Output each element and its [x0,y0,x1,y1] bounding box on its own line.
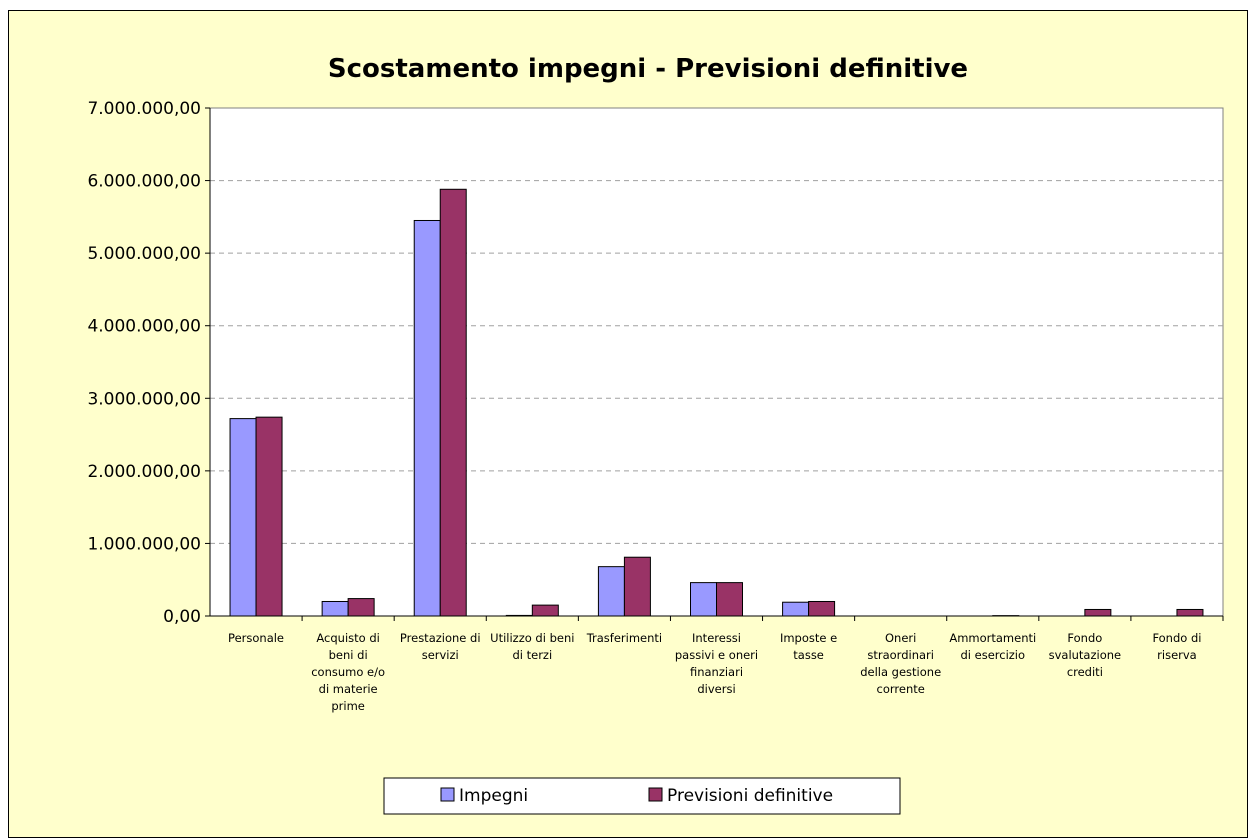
x-tick-label: Interessi passivi e oneri finanziari divers… [675,631,758,696]
bar-previsioni-definitive [439,188,467,617]
bar-impegni [413,219,441,617]
y-tick-label: 3.000.000,00 [87,389,201,409]
bar-previsioni-definitive [1176,608,1204,617]
bar-previsioni-definitive [623,556,651,617]
x-tick-label: Utilizzo di beni di terzi [490,631,574,662]
legend-label: Previsioni definitive [667,786,833,806]
bar-previsioni-definitive [255,416,283,617]
x-axis-ticks: Personale Acquisto di beni di consumo e/o di… [228,616,1224,713]
chart-title: Scostamento impegni - Previsioni definit… [328,54,968,84]
bar-previsioni-definitive [531,604,559,617]
legend: Impegni Previsioni definitive [383,777,901,815]
bar-impegni [782,601,810,617]
x-tick-label: Fondo svalutazione crediti [1049,631,1122,679]
bar-impegni [597,566,625,617]
x-tick-label: Ammortamenti di esercizio [949,631,1036,662]
y-tick-label: 6.000.000,00 [87,172,201,192]
bar-previsioni-definitive [808,600,836,617]
y-tick-label: 7.000.000,00 [87,99,201,119]
x-tick-label: Acquisto di beni di consumo e/o di materie p… [311,631,385,713]
x-tick-label: Prestazione di servizi [400,631,481,662]
legend-swatch [648,787,663,802]
bar-previsioni-definitive [716,582,743,617]
x-tick-label: Fondo di riserva [1152,631,1201,662]
bar-previsioni-definitive [347,598,375,617]
y-tick-label: 4.000.000,00 [87,317,201,337]
x-tick-label: Imposte e tasse [780,631,837,662]
bars [229,188,1204,617]
y-tick-label: 2.000.000,00 [87,462,201,482]
plot-area [209,107,1224,617]
y-tick-label: 1.000.000,00 [87,534,201,554]
x-tick-label: Personale [228,631,284,645]
y-tick-label: 0,00 [163,607,201,627]
x-tick-label: Trasferimenti [586,631,662,645]
legend-box [383,777,901,815]
bar-previsioni-definitive [1084,608,1112,617]
bar-impegni [690,582,717,617]
legend-label: Impegni [459,786,528,806]
legend-swatch [440,787,455,802]
bar-impegni [321,600,349,617]
y-tick-label: 5.000.000,00 [87,244,201,264]
y-axis-ticks: 0,00 1.000.000,00 2.000.000,00 3.000.000,00… [87,99,210,627]
grid-lines [210,180,1223,544]
bar-impegni [229,418,257,617]
x-tick-label: Oneri straordinari della gestione corrente [860,631,941,696]
